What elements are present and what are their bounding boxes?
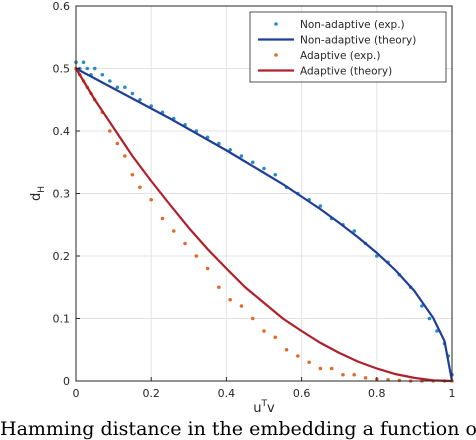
y-tick-label: 0	[63, 375, 70, 388]
y-axis-label-sub: H	[37, 186, 47, 193]
legend-item-adaptive-theory: Adaptive (theory)	[258, 66, 392, 78]
legend-label: Adaptive (exp.)	[300, 50, 381, 62]
y-axis-label: dH	[29, 186, 47, 201]
data-point	[352, 229, 357, 233]
x-tick-label: 0.2	[142, 387, 160, 400]
data-point	[262, 166, 266, 171]
legend-label: Adaptive (theory)	[300, 66, 392, 78]
data-point	[93, 66, 97, 71]
data-point	[85, 66, 90, 71]
data-point	[273, 172, 278, 177]
data-point	[250, 316, 255, 321]
data-point	[329, 366, 334, 371]
x-tick-label: 0.4	[218, 387, 236, 400]
x-tick-label: 1	[449, 387, 456, 400]
data-point	[262, 329, 266, 333]
data-point	[420, 304, 424, 308]
data-point	[427, 316, 432, 321]
legend: Non-adaptive (exp.) Non-adaptive (theory…	[249, 11, 447, 83]
y-axis-label-main: d	[29, 193, 44, 201]
ticks: 0 0.2 0.4 0.6 0.8 1 0 0.1 0.2 0.3 0.4 0.5 0.6	[53, 0, 456, 400]
data-point	[296, 354, 300, 358]
data-point	[194, 254, 199, 258]
legend-label: Non-adaptive (theory)	[300, 35, 416, 47]
data-point	[205, 266, 210, 271]
data-point	[228, 297, 232, 302]
x-axis-label-tail: v	[267, 401, 275, 416]
legend-label: Non-adaptive (exp.)	[300, 19, 405, 31]
data-point	[130, 172, 135, 177]
data-point	[115, 141, 120, 146]
figure-caption: Hamming distance in the embedding a func…	[0, 418, 476, 440]
series-layer	[74, 60, 454, 383]
data-point	[183, 241, 187, 246]
data-point	[138, 185, 142, 190]
x-tick-label: 0.8	[368, 387, 386, 400]
data-point	[108, 79, 112, 83]
data-point	[318, 366, 323, 371]
data-point	[130, 91, 135, 96]
data-point	[171, 229, 176, 233]
data-point	[352, 372, 357, 377]
data-point	[100, 72, 105, 77]
x-axis-label-main: u	[253, 401, 261, 416]
data-point	[108, 129, 112, 133]
data-point	[273, 335, 278, 340]
y-tick-label: 0.2	[53, 250, 71, 263]
x-tick-label: 0.6	[293, 387, 311, 400]
grid	[75, 5, 453, 382]
y-tick-label: 0.5	[53, 63, 71, 76]
x-axis-label: uTv	[253, 399, 275, 416]
data-point	[318, 204, 323, 208]
series-line	[75, 67, 453, 383]
legend-item-nonadaptive-theory: Non-adaptive (theory)	[258, 35, 416, 47]
data-point	[284, 347, 289, 352]
data-point	[115, 85, 120, 90]
data-point	[239, 154, 244, 158]
data-point	[435, 329, 439, 333]
data-point	[341, 372, 345, 377]
x-tick-label: 0	[73, 387, 80, 400]
data-point	[138, 97, 142, 102]
chart: 0 0.2 0.4 0.6 0.8 1 0 0.1 0.2 0.3 0.4 0.5 0.6 uTv dH…	[29, 0, 456, 416]
y-tick-label: 0.3	[53, 188, 71, 201]
y-tick-label: 0.6	[53, 0, 71, 13]
data-point	[363, 376, 368, 380]
data-point	[149, 197, 153, 202]
data-point	[160, 216, 165, 221]
legend-marker	[274, 22, 278, 26]
data-point	[397, 378, 402, 383]
data-point	[217, 285, 221, 290]
data-point	[307, 360, 311, 365]
data-point	[228, 147, 232, 152]
data-point	[250, 160, 255, 165]
data-point	[123, 85, 127, 90]
data-point	[123, 154, 127, 158]
legend-item-adaptive-exp: Adaptive (exp.)	[274, 50, 381, 62]
x-axis-label-sup: T	[261, 399, 268, 409]
y-tick-label: 0.4	[53, 125, 71, 138]
series-line	[75, 67, 454, 382]
legend-item-nonadaptive-exp: Non-adaptive (exp.)	[274, 19, 405, 31]
y-tick-label: 0.1	[53, 313, 71, 326]
data-point	[81, 60, 86, 65]
data-point	[239, 304, 244, 308]
legend-marker	[274, 53, 278, 57]
